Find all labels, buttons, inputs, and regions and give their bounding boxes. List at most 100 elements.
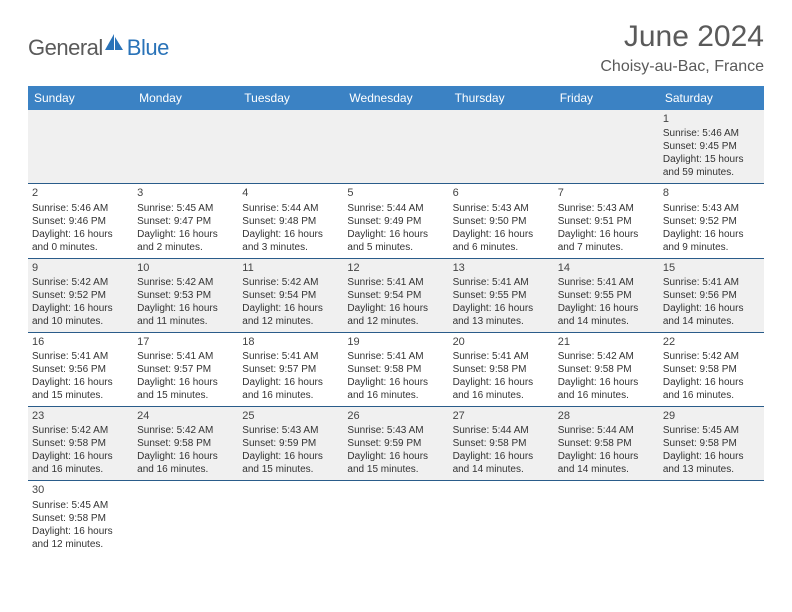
daylight-line: Daylight: 16 hours and 3 minutes. (242, 228, 339, 254)
day-number: 30 (32, 483, 129, 497)
sunrise-line: Sunrise: 5:46 AM (663, 127, 760, 140)
daylight-line: Daylight: 16 hours and 2 minutes. (137, 228, 234, 254)
day-number: 16 (32, 335, 129, 349)
daylight-line: Daylight: 16 hours and 12 minutes. (32, 525, 129, 551)
calendar-empty-cell (343, 110, 448, 184)
daylight-line: Daylight: 16 hours and 9 minutes. (663, 228, 760, 254)
daylight-line: Daylight: 16 hours and 15 minutes. (137, 376, 234, 402)
sunset-line: Sunset: 9:58 PM (663, 437, 760, 450)
calendar-empty-cell (554, 110, 659, 184)
day-number: 22 (663, 335, 760, 349)
day-number: 1 (663, 112, 760, 126)
sunset-line: Sunset: 9:45 PM (663, 140, 760, 153)
sunrise-line: Sunrise: 5:45 AM (137, 202, 234, 215)
daylight-line: Daylight: 16 hours and 16 minutes. (663, 376, 760, 402)
day-number: 12 (347, 261, 444, 275)
sunrise-line: Sunrise: 5:44 AM (453, 424, 550, 437)
calendar-week-row: 23Sunrise: 5:42 AMSunset: 9:58 PMDayligh… (28, 407, 764, 481)
sunset-line: Sunset: 9:59 PM (242, 437, 339, 450)
sunset-line: Sunset: 9:58 PM (347, 363, 444, 376)
sunset-line: Sunset: 9:58 PM (32, 512, 129, 525)
calendar-day-cell: 6Sunrise: 5:43 AMSunset: 9:50 PMDaylight… (449, 184, 554, 258)
day-number: 10 (137, 261, 234, 275)
sunrise-line: Sunrise: 5:42 AM (558, 350, 655, 363)
calendar-day-cell: 8Sunrise: 5:43 AMSunset: 9:52 PMDaylight… (659, 184, 764, 258)
daylight-line: Daylight: 16 hours and 13 minutes. (663, 450, 760, 476)
weekday-header: Monday (133, 86, 238, 110)
sunset-line: Sunset: 9:56 PM (663, 289, 760, 302)
sunrise-line: Sunrise: 5:44 AM (347, 202, 444, 215)
calendar-empty-cell (238, 110, 343, 184)
daylight-line: Daylight: 16 hours and 15 minutes. (242, 450, 339, 476)
calendar-day-cell: 14Sunrise: 5:41 AMSunset: 9:55 PMDayligh… (554, 258, 659, 332)
daylight-line: Daylight: 16 hours and 5 minutes. (347, 228, 444, 254)
sunrise-line: Sunrise: 5:42 AM (32, 276, 129, 289)
calendar-day-cell: 26Sunrise: 5:43 AMSunset: 9:59 PMDayligh… (343, 407, 448, 481)
calendar-day-cell: 25Sunrise: 5:43 AMSunset: 9:59 PMDayligh… (238, 407, 343, 481)
daylight-line: Daylight: 16 hours and 6 minutes. (453, 228, 550, 254)
calendar-grid: Sunday Monday Tuesday Wednesday Thursday… (28, 86, 764, 555)
sunset-line: Sunset: 9:58 PM (453, 363, 550, 376)
sunset-line: Sunset: 9:49 PM (347, 215, 444, 228)
calendar-day-cell: 18Sunrise: 5:41 AMSunset: 9:57 PMDayligh… (238, 332, 343, 406)
calendar-day-cell: 1Sunrise: 5:46 AMSunset: 9:45 PMDaylight… (659, 110, 764, 184)
day-number: 29 (663, 409, 760, 423)
sunset-line: Sunset: 9:58 PM (32, 437, 129, 450)
sunrise-line: Sunrise: 5:41 AM (558, 276, 655, 289)
daylight-line: Daylight: 16 hours and 14 minutes. (453, 450, 550, 476)
day-number: 18 (242, 335, 339, 349)
sunrise-line: Sunrise: 5:42 AM (32, 424, 129, 437)
title-block: June 2024 Choisy-au-Bac, France (600, 20, 764, 76)
calendar-day-cell: 2Sunrise: 5:46 AMSunset: 9:46 PMDaylight… (28, 184, 133, 258)
sunset-line: Sunset: 9:57 PM (137, 363, 234, 376)
brand-part1: General (28, 35, 103, 61)
day-number: 8 (663, 186, 760, 200)
sunrise-line: Sunrise: 5:42 AM (663, 350, 760, 363)
calendar-week-row: 30Sunrise: 5:45 AMSunset: 9:58 PMDayligh… (28, 481, 764, 555)
weekday-header: Thursday (449, 86, 554, 110)
weekday-header-row: Sunday Monday Tuesday Wednesday Thursday… (28, 86, 764, 110)
sunset-line: Sunset: 9:54 PM (242, 289, 339, 302)
day-number: 19 (347, 335, 444, 349)
day-number: 4 (242, 186, 339, 200)
daylight-line: Daylight: 16 hours and 14 minutes. (558, 450, 655, 476)
sunset-line: Sunset: 9:58 PM (663, 363, 760, 376)
calendar-week-row: 1Sunrise: 5:46 AMSunset: 9:45 PMDaylight… (28, 110, 764, 184)
calendar-day-cell: 15Sunrise: 5:41 AMSunset: 9:56 PMDayligh… (659, 258, 764, 332)
sunrise-line: Sunrise: 5:41 AM (663, 276, 760, 289)
day-number: 25 (242, 409, 339, 423)
sunrise-line: Sunrise: 5:41 AM (453, 350, 550, 363)
calendar-empty-cell (343, 481, 448, 555)
calendar-day-cell: 22Sunrise: 5:42 AMSunset: 9:58 PMDayligh… (659, 332, 764, 406)
daylight-line: Daylight: 16 hours and 16 minutes. (137, 450, 234, 476)
sunset-line: Sunset: 9:53 PM (137, 289, 234, 302)
daylight-line: Daylight: 16 hours and 12 minutes. (242, 302, 339, 328)
calendar-day-cell: 13Sunrise: 5:41 AMSunset: 9:55 PMDayligh… (449, 258, 554, 332)
daylight-line: Daylight: 16 hours and 12 minutes. (347, 302, 444, 328)
weekday-header: Wednesday (343, 86, 448, 110)
day-number: 14 (558, 261, 655, 275)
day-number: 7 (558, 186, 655, 200)
day-number: 23 (32, 409, 129, 423)
day-number: 2 (32, 186, 129, 200)
calendar-day-cell: 29Sunrise: 5:45 AMSunset: 9:58 PMDayligh… (659, 407, 764, 481)
day-number: 5 (347, 186, 444, 200)
calendar-empty-cell (449, 481, 554, 555)
sunset-line: Sunset: 9:57 PM (242, 363, 339, 376)
calendar-day-cell: 3Sunrise: 5:45 AMSunset: 9:47 PMDaylight… (133, 184, 238, 258)
daylight-line: Daylight: 16 hours and 0 minutes. (32, 228, 129, 254)
calendar-day-cell: 17Sunrise: 5:41 AMSunset: 9:57 PMDayligh… (133, 332, 238, 406)
sunrise-line: Sunrise: 5:43 AM (558, 202, 655, 215)
sunrise-line: Sunrise: 5:41 AM (453, 276, 550, 289)
location-label: Choisy-au-Bac, France (600, 58, 764, 76)
day-number: 26 (347, 409, 444, 423)
calendar-week-row: 16Sunrise: 5:41 AMSunset: 9:56 PMDayligh… (28, 332, 764, 406)
calendar-week-row: 2Sunrise: 5:46 AMSunset: 9:46 PMDaylight… (28, 184, 764, 258)
sunset-line: Sunset: 9:55 PM (558, 289, 655, 302)
sunset-line: Sunset: 9:48 PM (242, 215, 339, 228)
daylight-line: Daylight: 16 hours and 16 minutes. (558, 376, 655, 402)
sunrise-line: Sunrise: 5:42 AM (137, 276, 234, 289)
sunrise-line: Sunrise: 5:43 AM (663, 202, 760, 215)
calendar-day-cell: 19Sunrise: 5:41 AMSunset: 9:58 PMDayligh… (343, 332, 448, 406)
sunrise-line: Sunrise: 5:45 AM (663, 424, 760, 437)
